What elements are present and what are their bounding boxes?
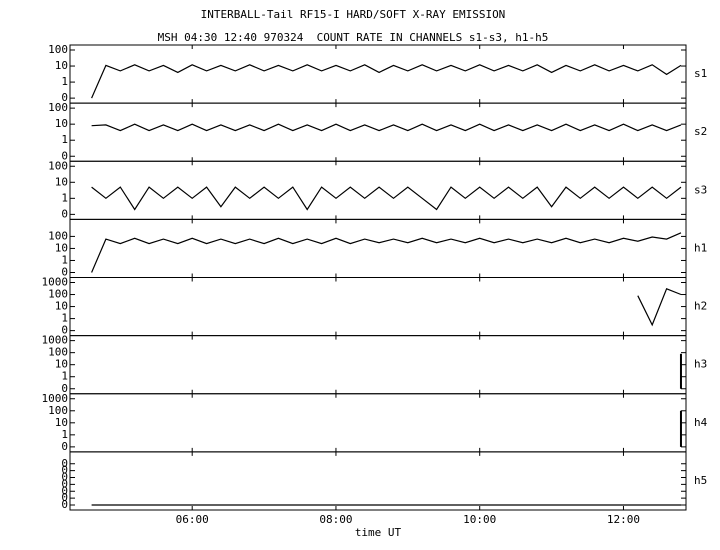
y-tick-label: 1 [61,370,68,383]
y-tick-label: 0 [61,382,68,395]
panel-label: h5 [694,474,707,487]
y-tick-label: 10 [55,117,68,130]
x-tick-label: 12:00 [607,513,640,526]
y-tick-label: 100 [48,43,68,56]
panel-frame [69,451,687,511]
y-tick-label: 0 [61,266,68,279]
y-tick-label: 100 [48,404,68,417]
y-tick-label: 1000 [42,276,69,289]
y-tick-label: 100 [48,288,68,301]
y-tick-label: 10 [55,59,68,72]
y-tick-label: 0 [61,484,68,497]
y-tick-label: 1 [61,253,68,266]
panel-label: s2 [694,125,707,138]
panel-label: s3 [694,183,707,196]
y-tick-label: 1 [61,133,68,146]
y-tick-label: 0 [61,491,68,504]
y-tick-label: 1 [61,191,68,204]
x-axis-label: time UT [355,526,402,539]
y-tick-label: 0 [61,457,68,470]
x-tick-label: 06:00 [176,513,209,526]
y-tick-label: 0 [61,324,68,337]
y-tick-label: 0 [61,440,68,453]
panel-label: h3 [694,358,707,371]
y-tick-label: 10 [55,175,68,188]
y-tick-label: 1000 [42,334,69,347]
data-line [91,123,682,132]
y-tick-label: 0 [61,498,68,511]
panel-label: h4 [694,416,708,429]
y-tick-label: 0 [61,91,68,104]
data-line [637,288,682,327]
y-tick-label: 10 [55,416,68,429]
panel-label: h1 [694,241,707,254]
y-tick-label: 0 [61,471,68,484]
y-tick-label: 10 [55,300,68,313]
y-tick-label: 100 [48,229,68,242]
y-tick-label: 100 [48,101,68,114]
y-tick-label: 10 [55,358,68,371]
y-tick-label: 1 [61,75,68,88]
y-tick-label: 0 [61,149,68,162]
y-tick-label: 10 [55,241,68,254]
chart-subtitle: MSH 04:30 12:40 970324 COUNT RATE IN CHA… [158,31,549,44]
y-tick-label: 100 [48,346,68,359]
y-tick-label: 100 [48,159,68,172]
y-tick-label: 0 [61,477,68,490]
y-tick-label: 0 [61,464,68,477]
panel-label: s1 [694,67,707,80]
x-tick-label: 10:00 [463,513,496,526]
y-tick-label: 1 [61,312,68,325]
y-tick-label: 0 [61,207,68,220]
y-tick-label: 1 [61,428,68,441]
y-tick-label: 1000 [42,392,69,405]
data-line [91,64,682,99]
panel-label: h2 [694,300,707,313]
x-tick-label: 08:00 [319,513,352,526]
data-line [91,186,682,211]
data-line [91,232,682,273]
chart-title: INTERBALL-Tail RF15-I HARD/SOFT X-RAY EM… [201,8,506,21]
